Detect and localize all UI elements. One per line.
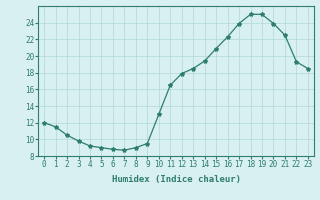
X-axis label: Humidex (Indice chaleur): Humidex (Indice chaleur) [111, 175, 241, 184]
